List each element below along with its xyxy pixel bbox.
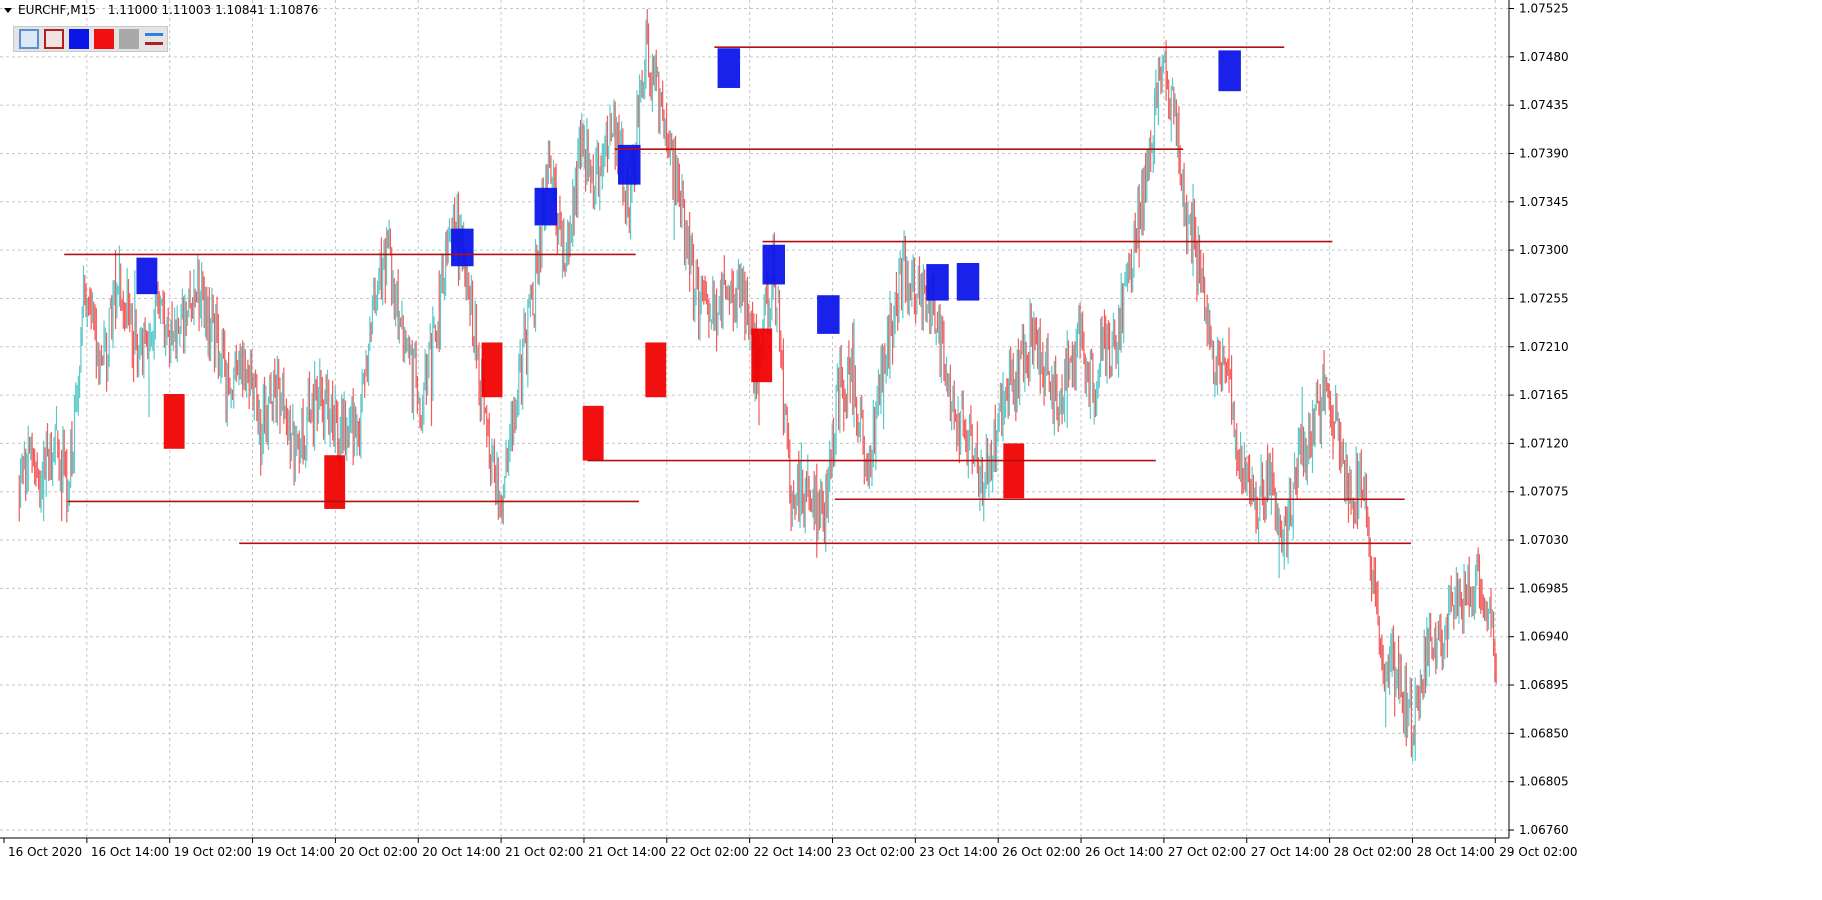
y-tick-label: 1.07435 (1519, 98, 1569, 112)
x-tick-label: 26 Oct 02:00 (1002, 845, 1080, 859)
x-tick-label: 19 Oct 02:00 (174, 845, 252, 859)
symbol-title: EURCHF,M15 (18, 3, 96, 17)
rectangle-blue-outline-icon[interactable] (19, 29, 39, 49)
supply-zone[interactable] (956, 263, 980, 301)
supply-zone[interactable] (926, 264, 949, 301)
demand-zone[interactable] (645, 342, 667, 398)
x-tick-label: 27 Oct 14:00 (1251, 845, 1329, 859)
blue-fill-icon[interactable] (69, 29, 89, 49)
ohlc-open: 1.11000 (107, 3, 158, 17)
demand-zone[interactable] (582, 405, 604, 461)
supply-zone[interactable] (817, 295, 840, 334)
y-tick-label: 1.07120 (1519, 436, 1569, 450)
chart-menu-triangle-icon[interactable] (4, 7, 12, 13)
grid (0, 0, 1509, 838)
x-tick-label: 23 Oct 14:00 (919, 845, 997, 859)
rectangle-red-outline-icon[interactable] (44, 29, 64, 49)
y-tick-label: 1.07030 (1519, 533, 1569, 547)
y-tick-label: 1.06805 (1519, 775, 1569, 789)
x-tick-label: 28 Oct 14:00 (1416, 845, 1494, 859)
ohlc-close: 1.10876 (268, 3, 319, 17)
supply-zone[interactable] (534, 187, 558, 226)
symbol-header: EURCHF,M15 1.11000 1.11003 1.10841 1.108… (4, 3, 318, 17)
x-tick-label: 20 Oct 14:00 (422, 845, 500, 859)
y-tick-label: 1.07255 (1519, 291, 1569, 305)
supply-zone[interactable] (762, 244, 786, 285)
candles (18, 9, 1497, 762)
demand-zone[interactable] (751, 328, 773, 383)
y-tick-label: 1.07165 (1519, 388, 1569, 402)
red-fill-icon[interactable] (94, 29, 114, 49)
y-tick-label: 1.07345 (1519, 195, 1569, 209)
x-tick-label: 16 Oct 2020 (8, 845, 82, 859)
demand-zone[interactable] (163, 394, 185, 449)
y-tick-label: 1.06985 (1519, 581, 1569, 595)
x-tick-label: 16 Oct 14:00 (91, 845, 169, 859)
zones (136, 48, 1241, 509)
y-tick-label: 1.06895 (1519, 678, 1569, 692)
demand-zone[interactable] (481, 342, 503, 398)
line-pair-icon[interactable] (144, 29, 164, 49)
gray-fill-icon[interactable] (119, 29, 139, 49)
x-tick-label: 27 Oct 02:00 (1168, 845, 1246, 859)
supply-zone[interactable] (1218, 50, 1241, 92)
y-tick-label: 1.07390 (1519, 146, 1569, 160)
y-tick-label: 1.06760 (1519, 823, 1569, 837)
y-tick-label: 1.07075 (1519, 485, 1569, 499)
y-tick-label: 1.06850 (1519, 726, 1569, 740)
y-tick-label: 1.07300 (1519, 243, 1569, 257)
x-tick-label: 23 Oct 02:00 (837, 845, 915, 859)
ohlc-high: 1.11003 (161, 3, 212, 17)
y-tick-label: 1.07210 (1519, 340, 1569, 354)
indicator-toolbar (13, 26, 168, 52)
y-tick-label: 1.07525 (1519, 2, 1569, 16)
demand-zone[interactable] (324, 455, 346, 509)
supply-zone[interactable] (451, 228, 474, 267)
x-tick-label: 28 Oct 02:00 (1334, 845, 1412, 859)
x-tick-label: 19 Oct 14:00 (257, 845, 335, 859)
supply-zone[interactable] (717, 48, 741, 88)
x-tick-label: 29 Oct 02:00 (1499, 845, 1577, 859)
x-tick-label: 22 Oct 02:00 (671, 845, 749, 859)
x-tick-label: 22 Oct 14:00 (754, 845, 832, 859)
y-tick-label: 1.07480 (1519, 50, 1569, 64)
x-tick-label: 26 Oct 14:00 (1085, 845, 1163, 859)
ohlc-low: 1.10841 (215, 3, 265, 17)
levels (64, 46, 1412, 545)
supply-zone[interactable] (618, 144, 641, 185)
x-tick-label: 20 Oct 02:00 (339, 845, 417, 859)
y-tick-label: 1.06940 (1519, 630, 1569, 644)
axes: 1.07525 1.07480 1.07435 1.07390 1.07345 1.073… (0, 0, 1578, 859)
x-tick-label: 21 Oct 14:00 (588, 845, 666, 859)
x-tick-label: 21 Oct 02:00 (505, 845, 583, 859)
demand-zone[interactable] (1003, 443, 1025, 499)
supply-zone[interactable] (136, 257, 158, 295)
